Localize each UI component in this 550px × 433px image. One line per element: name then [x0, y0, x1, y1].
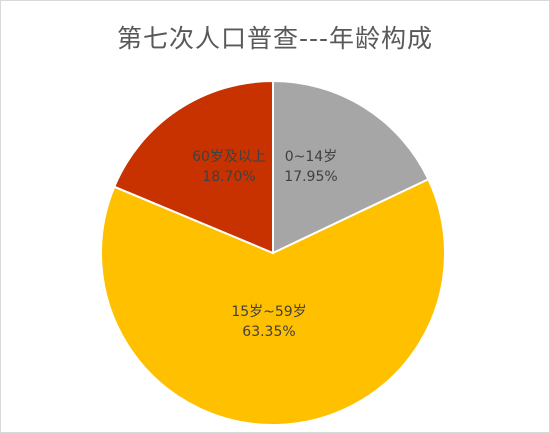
- pie-slice-2: [112, 79, 274, 255]
- slice-value-1: 63.35%: [242, 324, 295, 340]
- pie-slice-0: [272, 79, 430, 255]
- slice-label-2: 60岁及以上: [192, 149, 266, 165]
- slice-value-0: 17.95%: [284, 169, 337, 185]
- chart-title: 第七次人口普查---年龄构成: [116, 24, 434, 53]
- slice-value-2: 18.70%: [202, 169, 255, 185]
- slice-label-1: 15岁~59岁: [231, 304, 306, 320]
- pie-slice-1: [100, 177, 446, 426]
- slice-label-0: 0~14岁: [285, 149, 337, 165]
